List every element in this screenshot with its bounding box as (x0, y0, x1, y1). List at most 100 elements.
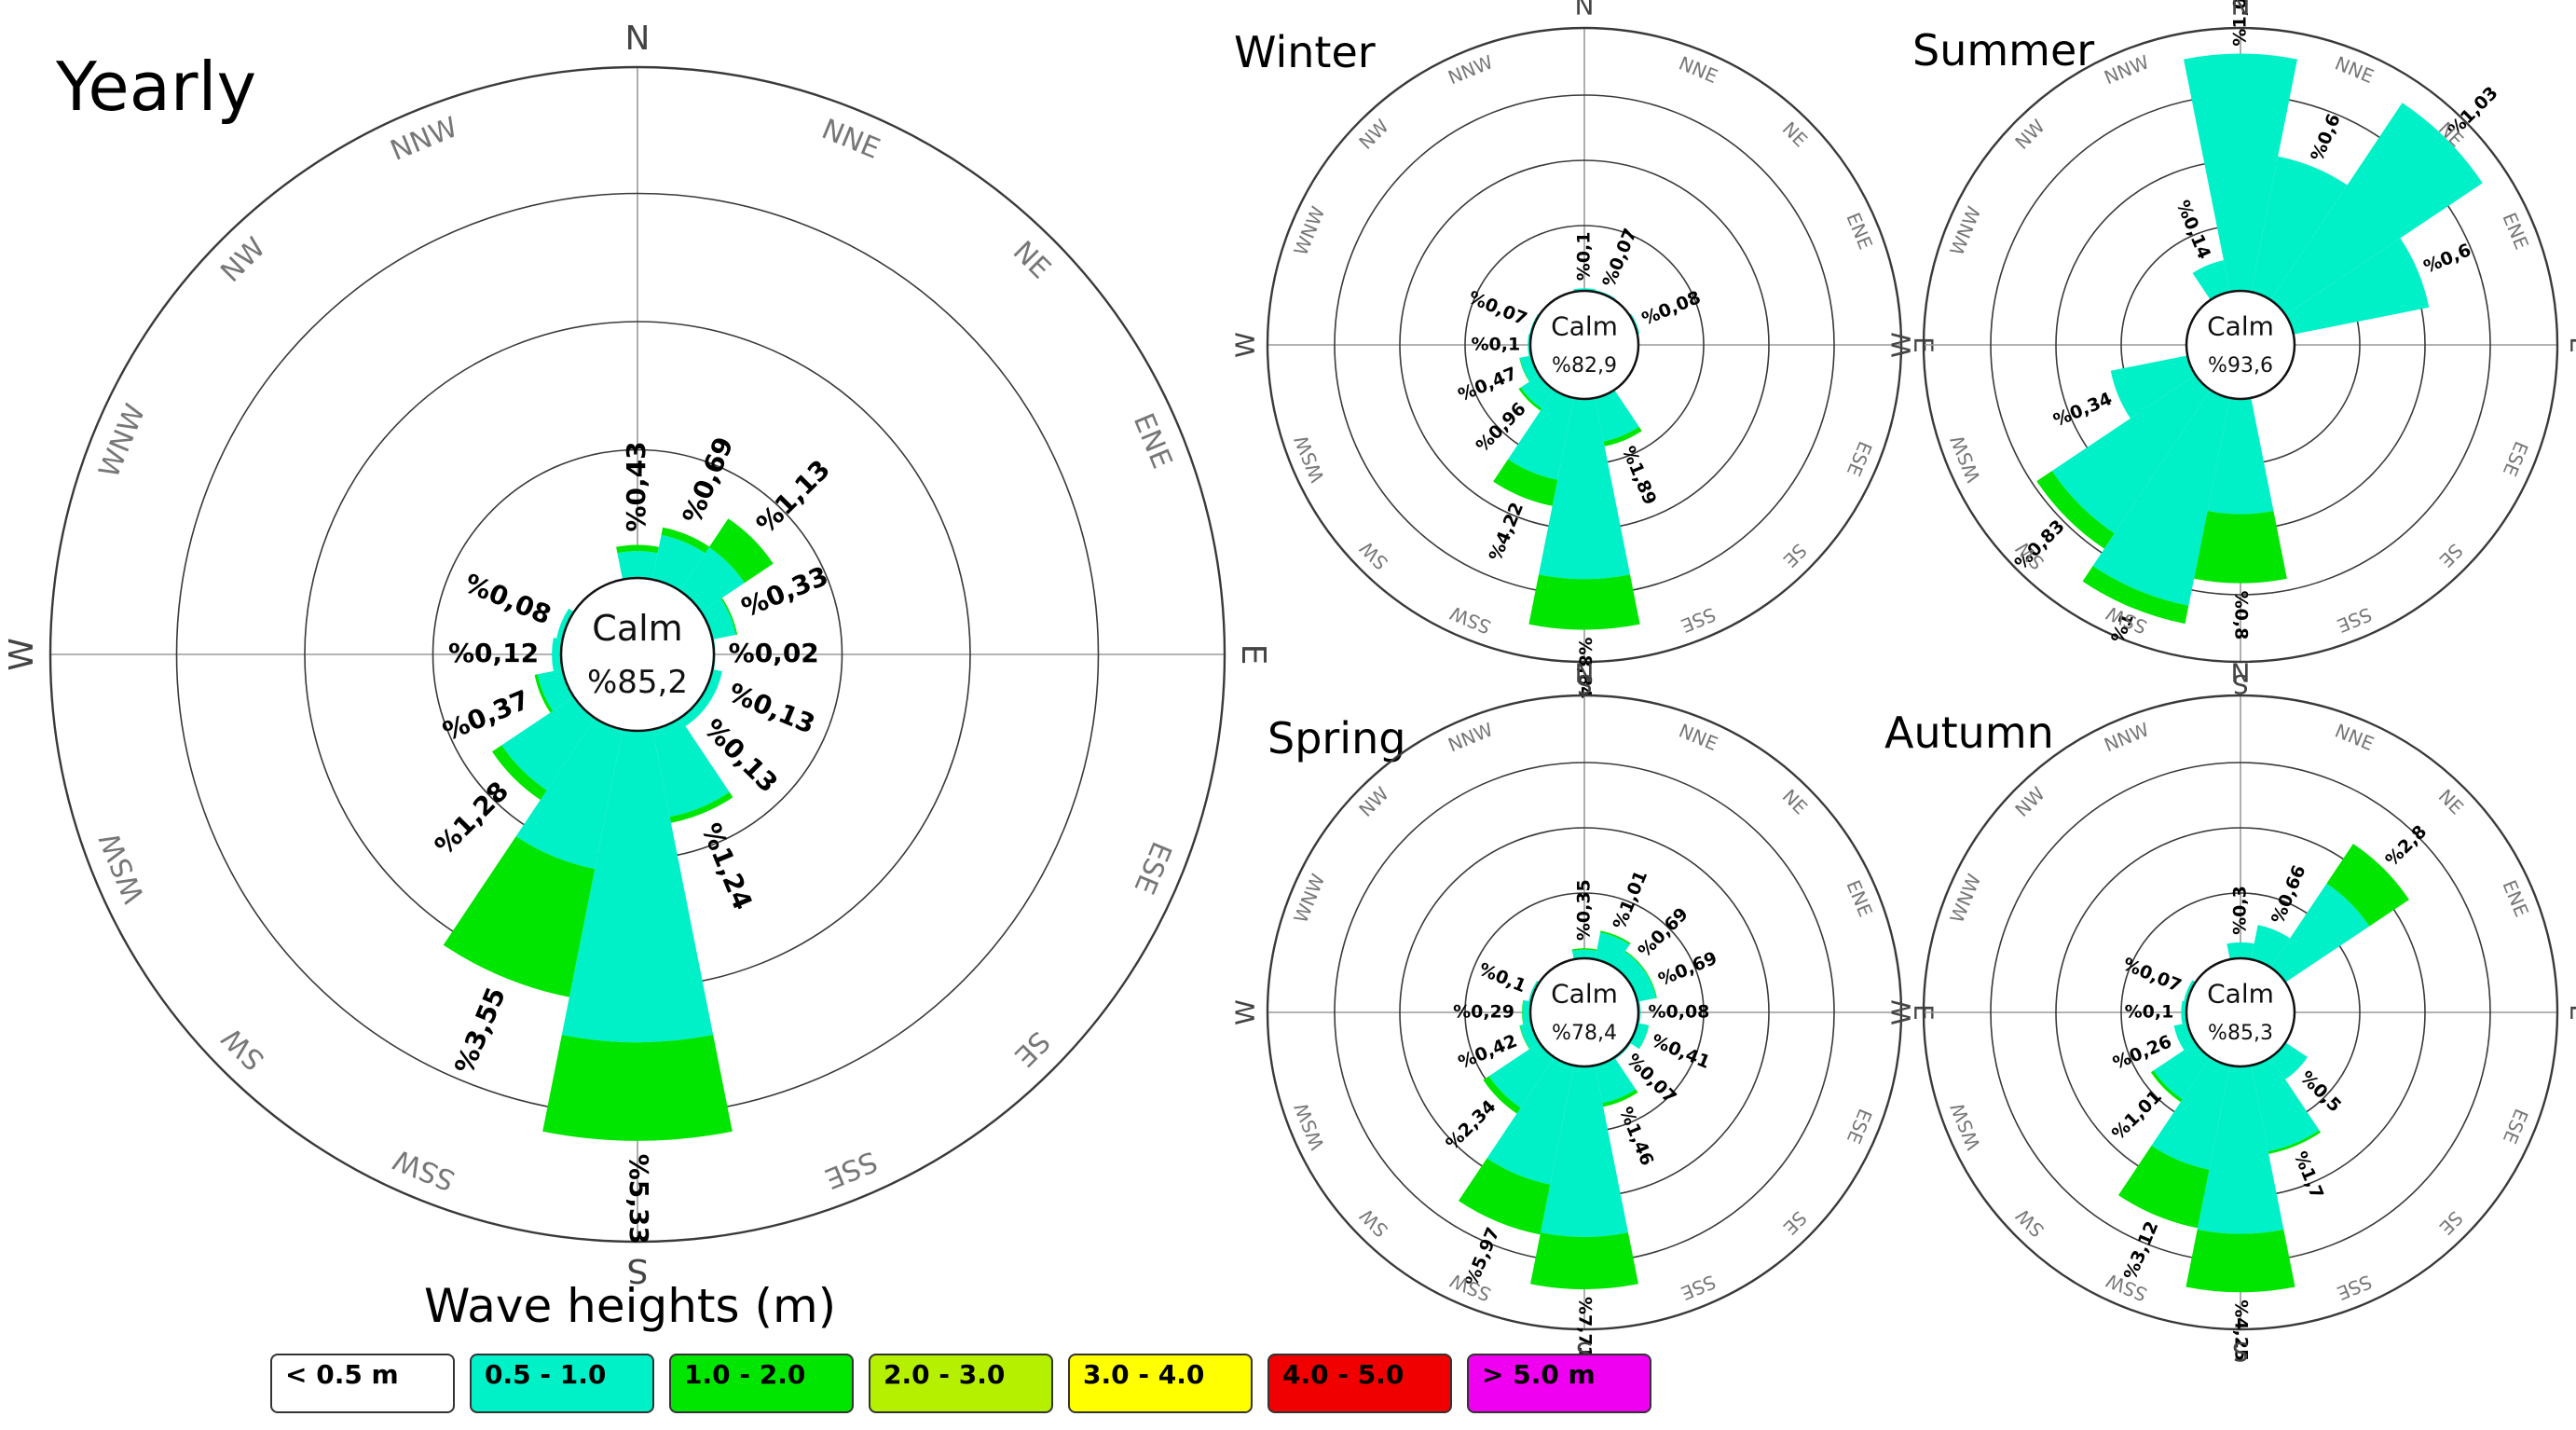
direction-label-ese: ESE (2499, 1106, 2533, 1147)
sector-label: %0,07 (2119, 954, 2184, 997)
sector-sw (2150, 1042, 2211, 1103)
sector-band-0 (2153, 1042, 2211, 1100)
direction-label-se: SE (1778, 1206, 1811, 1239)
direction-label-sse: SSE (1678, 1271, 1719, 1305)
direction-label-sse: SSE (2334, 1271, 2375, 1305)
sector-band-0 (1488, 1042, 1555, 1108)
direction-label-ese: ESE (2499, 438, 2533, 479)
sector-nne (651, 527, 710, 591)
sector-band-0 (1487, 1057, 1574, 1185)
sector-band-0 (2270, 1042, 2308, 1079)
sector-label: %2,8 (2381, 821, 2431, 871)
calm-circle (559, 576, 716, 733)
sector-label: %0,41 (1649, 1030, 1713, 1073)
sector-label: %0,1 (2125, 1002, 2174, 1023)
direction-label-ese: ESE (1843, 1106, 1877, 1147)
sector-label: %1,01 (2108, 1086, 2166, 1144)
calm-circle (1528, 289, 1640, 401)
panel-title: Autumn (1884, 708, 2054, 758)
legend-item: 2.0 - 3.0 (869, 1354, 1053, 1413)
sector-sse (651, 718, 733, 823)
calm-value: %85,2 (587, 664, 688, 701)
sector-band-0 (1614, 952, 1645, 983)
sector-ese (701, 668, 722, 703)
sector-band-1 (1522, 999, 1524, 1025)
calm-value: %82,9 (1552, 354, 1617, 378)
sector-label: %1,89 (1618, 443, 1661, 507)
legend-item: 1.0 - 2.0 (669, 1354, 854, 1413)
sector-band-0 (501, 696, 596, 791)
sector-label: %3,55 (448, 983, 512, 1078)
direction-label-n: N (1575, 0, 1595, 21)
panel-title: Yearly (55, 48, 256, 126)
sector-band-1 (1519, 357, 1530, 382)
sector-label: %1,46 (1615, 1104, 1658, 1168)
sector-ne (2270, 844, 2409, 983)
wave-rose-summer: Summer%1,03%0,6 %1,03%0,6%0,8%1%0,83%0,34… (1886, 0, 2576, 699)
direction-label-s: S (2232, 1336, 2249, 1367)
sector-nnw (2192, 260, 2230, 300)
sector-n (1571, 948, 1597, 960)
sector-band-0 (1595, 1057, 1637, 1104)
sector-band-0 (2270, 103, 2483, 315)
direction-label-se: SE (2434, 539, 2467, 571)
sector-ne (679, 518, 774, 612)
calm-label: Calm (1551, 311, 1618, 342)
sector-ese (1629, 1023, 1650, 1050)
sector-label: %0,02 (729, 638, 819, 668)
panel-title: Summer (1912, 25, 2094, 76)
sector-sw (2036, 375, 2211, 549)
sector-s (542, 729, 733, 1141)
sector-label: %0,3 (2230, 886, 2251, 935)
sector-band-1 (669, 791, 733, 823)
sector-label: %0,69 (1635, 903, 1692, 961)
direction-label-sse: SSE (1678, 603, 1719, 638)
sector-band-0 (515, 718, 623, 870)
sector-label: %0,34 (2050, 389, 2115, 432)
sector-w (1522, 999, 1532, 1025)
direction-label-e: E (2564, 1004, 2576, 1021)
calm-label: Calm (2207, 311, 2274, 342)
sector-band-0 (2227, 942, 2254, 960)
sector-band-1 (2150, 1070, 2183, 1103)
outer-ring (48, 65, 1226, 1244)
sector-wnw (556, 608, 574, 640)
direction-label-w: W (3, 638, 41, 671)
sector-band-0 (651, 534, 706, 591)
direction-label-nne: NNE (1676, 720, 1721, 755)
sector-band-0 (2207, 397, 2274, 515)
sector-band-0 (2197, 1065, 2284, 1234)
sector-band-0 (679, 696, 710, 727)
sector-se (679, 696, 710, 727)
sector-label: %4,22 (1486, 500, 1528, 564)
sector-ssw (1458, 1057, 1574, 1235)
direction-label-w: W (1230, 999, 1261, 1025)
direction-label-ne: NE (1778, 117, 1812, 151)
direction-label-ene: ENE (2498, 877, 2533, 920)
sector-band-1 (1571, 948, 1597, 951)
sector-label: %5,33 (623, 1154, 654, 1244)
sector-label: %0,8 (2231, 591, 2252, 640)
sector-ssw (2082, 390, 2230, 625)
sector-label: %0,12 (448, 638, 539, 668)
sector-band-0 (552, 638, 563, 671)
sector-ssw (443, 718, 623, 997)
sector-band-0 (1519, 355, 1540, 382)
sector-band-0 (2251, 1057, 2320, 1152)
direction-label-sw: SW (216, 1021, 271, 1076)
direction-label-se: SE (2434, 1206, 2467, 1239)
direction-label-ese: ESE (1127, 837, 1177, 899)
sector-band-0 (2184, 53, 2297, 293)
sector-wsw (2110, 355, 2196, 419)
sector-label: %1,01 (1610, 868, 1652, 932)
legend-item: 3.0 - 4.0 (1068, 1354, 1253, 1413)
sector-band-0 (556, 608, 574, 640)
sector-band-0 (1595, 932, 1630, 968)
legend-item: 4.0 - 5.0 (1267, 1354, 1452, 1413)
sector-band-1 (542, 1035, 733, 1141)
calm-value: %93,6 (2208, 354, 2273, 378)
sector-label: %0,35 (1574, 879, 1595, 941)
sector-label: %1,03 (2230, 0, 2251, 47)
sector-band-1 (1645, 970, 1657, 998)
direction-label-wnw: WNW (1289, 871, 1329, 927)
